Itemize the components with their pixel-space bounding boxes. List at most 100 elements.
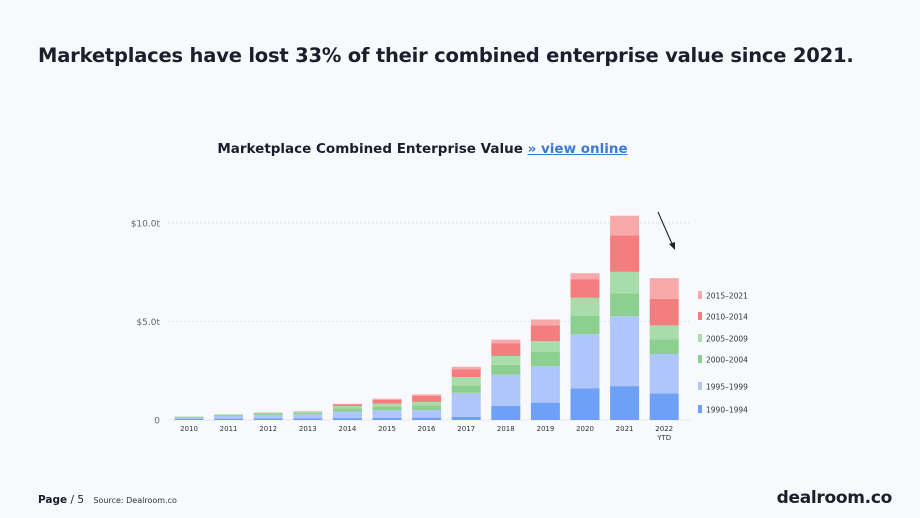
bar-segment — [530, 341, 560, 353]
bar-segment — [570, 315, 600, 335]
legend-label: 1990–1994 — [706, 406, 748, 415]
bar-segment — [530, 402, 560, 420]
x-tick-label: 2016 — [418, 425, 436, 433]
y-tick-label: $5.0t — [136, 318, 160, 328]
source-note: Source: Dealroom.co — [93, 496, 177, 505]
legend-swatch — [698, 405, 702, 413]
bar-segment — [570, 297, 600, 316]
bar-segment — [214, 415, 244, 419]
bar-segment — [214, 414, 244, 416]
bar-segment — [491, 364, 521, 375]
bar-segment — [174, 417, 204, 420]
x-tick-label: 2013 — [299, 425, 317, 433]
bar-segment — [412, 410, 442, 418]
legend-label: 2010–2014 — [706, 313, 748, 322]
x-tick-sublabel: YTD — [656, 434, 671, 442]
bar-segment — [570, 273, 600, 280]
bar-segment — [530, 325, 560, 342]
y-tick-label: $10.0t — [131, 220, 161, 230]
bar-segment — [293, 414, 323, 419]
x-tick-label: 2018 — [497, 425, 515, 433]
bar-segment — [610, 386, 640, 420]
bar-segment — [174, 416, 204, 418]
bar-segment — [491, 339, 521, 344]
bar-segment — [451, 366, 481, 370]
bar-segment — [491, 355, 521, 365]
bar-segment — [610, 271, 640, 294]
bar-segment — [610, 293, 640, 317]
x-tick-label: 2019 — [536, 425, 554, 433]
bar-segment — [253, 412, 283, 414]
bar-segment — [332, 411, 362, 419]
bar-segment — [293, 412, 323, 415]
bar-segment — [372, 403, 402, 407]
bar-segment — [332, 418, 362, 420]
page-separator: / — [70, 494, 78, 506]
legend-swatch — [698, 291, 702, 299]
legend-swatch — [698, 355, 702, 363]
legend-swatch — [698, 382, 702, 390]
footer: Page / 5 Source: Dealroom.co — [38, 494, 177, 506]
x-tick-label: 2017 — [457, 425, 475, 433]
x-tick-label: 2021 — [616, 425, 634, 433]
x-tick-label: 2014 — [338, 425, 356, 433]
x-tick-label: 2012 — [259, 425, 277, 433]
bar-segment — [372, 406, 402, 411]
bar-segment — [253, 418, 283, 420]
bar-segment — [332, 404, 362, 407]
bar-segment — [530, 366, 560, 403]
bar-segment — [491, 374, 521, 406]
bar-segment — [649, 393, 679, 420]
bar-segment — [253, 413, 283, 415]
bar-segment — [214, 414, 244, 415]
page-number: 5 — [77, 494, 85, 506]
bar-segment — [372, 410, 402, 418]
bar-segment — [372, 399, 402, 404]
bar-segment — [332, 406, 362, 409]
bar-segment — [412, 395, 442, 402]
headline: Marketplaces have lost 33% of their comb… — [38, 44, 854, 67]
legend-label: 2000–2004 — [706, 356, 748, 365]
legend-label: 2015–2021 — [706, 292, 748, 301]
trend-arrow-head — [669, 242, 675, 250]
bar-segment — [451, 369, 481, 378]
legend-label: 1995–1999 — [706, 383, 748, 392]
bar-segment — [451, 377, 481, 386]
bar-segment — [332, 408, 362, 412]
bar-segment — [372, 398, 402, 400]
y-tick-label: 0 — [154, 417, 160, 427]
bar-segment — [649, 325, 679, 340]
bar-segment — [214, 418, 244, 420]
bar-segment — [610, 316, 640, 387]
legend-swatch — [698, 334, 702, 342]
bar-segment — [451, 416, 481, 420]
bar-segment — [649, 354, 679, 394]
chart-title-text: Marketplace Combined Enterprise Value — [217, 141, 523, 157]
page-label: Page — [38, 494, 68, 506]
view-online-link[interactable]: » view online — [527, 141, 628, 157]
bar-segment — [610, 215, 640, 236]
chart-title: Marketplace Combined Enterprise Value » … — [0, 141, 845, 157]
bar-segment — [412, 401, 442, 406]
x-tick-label: 2020 — [576, 425, 594, 433]
bar-segment — [293, 418, 323, 420]
bar-segment — [530, 319, 560, 326]
bar-segment — [649, 298, 679, 326]
bar-segment — [570, 279, 600, 298]
bar-segment — [253, 414, 283, 419]
bar-segment — [570, 388, 600, 420]
x-tick-label: 2011 — [220, 425, 238, 433]
bar-segment — [372, 417, 402, 420]
x-tick-label: 2010 — [180, 425, 198, 433]
bar-segment — [451, 385, 481, 393]
legend-label: 2005–2009 — [706, 335, 748, 344]
bar-segment — [610, 235, 640, 272]
bar-segment — [412, 417, 442, 420]
bar-segment — [649, 278, 679, 299]
bar-segment — [412, 405, 442, 411]
legend-swatch — [698, 312, 702, 320]
bar-segment — [174, 419, 204, 420]
bar-segment — [293, 411, 323, 413]
dealroom-logo: dealroom.co — [776, 488, 893, 508]
